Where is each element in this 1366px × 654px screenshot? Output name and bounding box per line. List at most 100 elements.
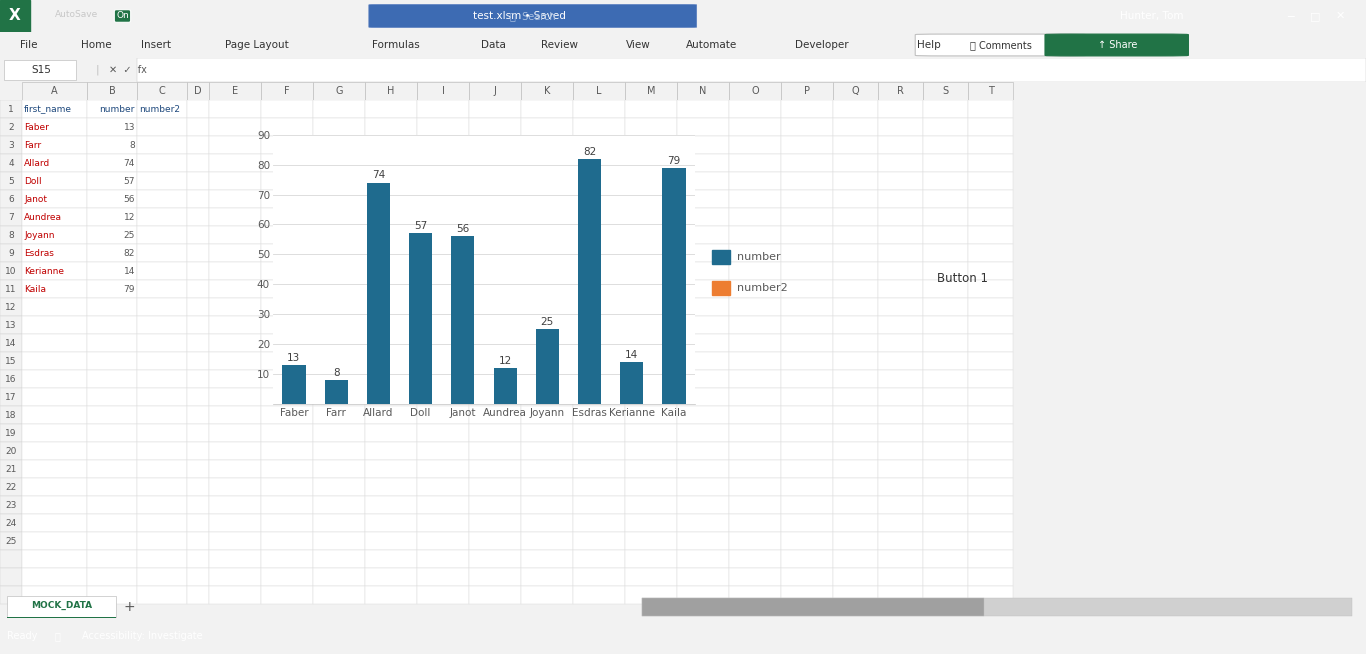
Bar <box>469 334 520 352</box>
Text: □: □ <box>1310 11 1321 21</box>
Bar <box>626 568 678 586</box>
Bar <box>313 514 365 532</box>
Bar <box>365 334 417 352</box>
Bar <box>469 388 520 406</box>
Bar <box>520 226 572 244</box>
Bar <box>520 154 572 172</box>
Bar <box>520 514 572 532</box>
Bar <box>729 496 781 514</box>
Bar <box>137 136 187 154</box>
Text: 12: 12 <box>124 213 135 222</box>
Bar <box>137 208 187 226</box>
Text: Esdras: Esdras <box>25 249 53 258</box>
Text: G: G <box>335 86 343 96</box>
Bar <box>137 226 187 244</box>
Text: ↑ Share: ↑ Share <box>1098 40 1137 50</box>
Bar <box>209 226 261 244</box>
Text: 5: 5 <box>8 177 14 186</box>
Bar <box>878 424 923 442</box>
Bar <box>572 280 626 298</box>
Bar <box>833 82 878 100</box>
Bar <box>0 550 22 568</box>
Text: Home: Home <box>81 40 111 50</box>
Bar <box>878 208 923 226</box>
Bar <box>923 514 968 532</box>
Bar <box>923 208 968 226</box>
Bar <box>923 496 968 514</box>
Text: 6: 6 <box>8 194 14 203</box>
Bar <box>520 334 572 352</box>
Bar <box>0 208 22 226</box>
Bar <box>313 388 365 406</box>
Bar <box>313 478 365 496</box>
Bar <box>0 226 22 244</box>
Bar <box>678 550 729 568</box>
Bar <box>261 316 313 334</box>
Bar <box>469 478 520 496</box>
Bar <box>22 550 87 568</box>
Bar <box>520 352 572 370</box>
Bar <box>87 244 137 262</box>
Text: C: C <box>158 86 165 96</box>
Text: Doll: Doll <box>25 177 41 186</box>
Bar <box>923 586 968 604</box>
Bar <box>87 262 137 280</box>
Bar <box>968 406 1014 424</box>
Bar <box>0 460 22 478</box>
Bar <box>137 478 187 496</box>
Bar <box>417 424 469 442</box>
Bar <box>878 478 923 496</box>
Bar <box>137 154 187 172</box>
Bar <box>520 568 572 586</box>
Bar <box>968 100 1014 118</box>
Bar <box>137 172 187 190</box>
Bar <box>137 442 187 460</box>
Bar <box>137 550 187 568</box>
Bar <box>878 550 923 568</box>
Bar <box>365 280 417 298</box>
Bar <box>572 478 626 496</box>
Bar <box>87 82 137 100</box>
Bar <box>878 352 923 370</box>
Bar <box>781 280 833 298</box>
Bar <box>187 82 209 100</box>
Bar <box>968 352 1014 370</box>
Bar <box>781 334 833 352</box>
Bar <box>626 550 678 568</box>
Bar <box>365 172 417 190</box>
Bar <box>261 154 313 172</box>
Bar <box>781 136 833 154</box>
Bar <box>22 208 87 226</box>
Bar <box>87 388 137 406</box>
Bar <box>417 82 469 100</box>
Bar <box>469 496 520 514</box>
Bar <box>781 550 833 568</box>
Text: D: D <box>194 86 202 96</box>
Bar <box>729 550 781 568</box>
Bar <box>0 370 22 388</box>
Bar <box>22 334 87 352</box>
Bar <box>417 190 469 208</box>
Bar <box>781 190 833 208</box>
Bar <box>878 370 923 388</box>
Bar <box>209 190 261 208</box>
Bar <box>781 586 833 604</box>
Text: MOCK_DATA: MOCK_DATA <box>31 601 92 610</box>
Bar <box>209 460 261 478</box>
Bar <box>878 172 923 190</box>
Bar <box>313 208 365 226</box>
Text: Formulas: Formulas <box>372 40 419 50</box>
Bar <box>22 406 87 424</box>
Text: A: A <box>51 86 57 96</box>
Bar <box>417 244 469 262</box>
Bar <box>729 352 781 370</box>
Bar <box>417 100 469 118</box>
Bar <box>313 568 365 586</box>
Bar <box>187 514 209 532</box>
Bar <box>313 370 365 388</box>
Bar <box>923 262 968 280</box>
Bar <box>22 370 87 388</box>
Bar <box>313 334 365 352</box>
Bar <box>22 190 87 208</box>
Bar <box>417 172 469 190</box>
